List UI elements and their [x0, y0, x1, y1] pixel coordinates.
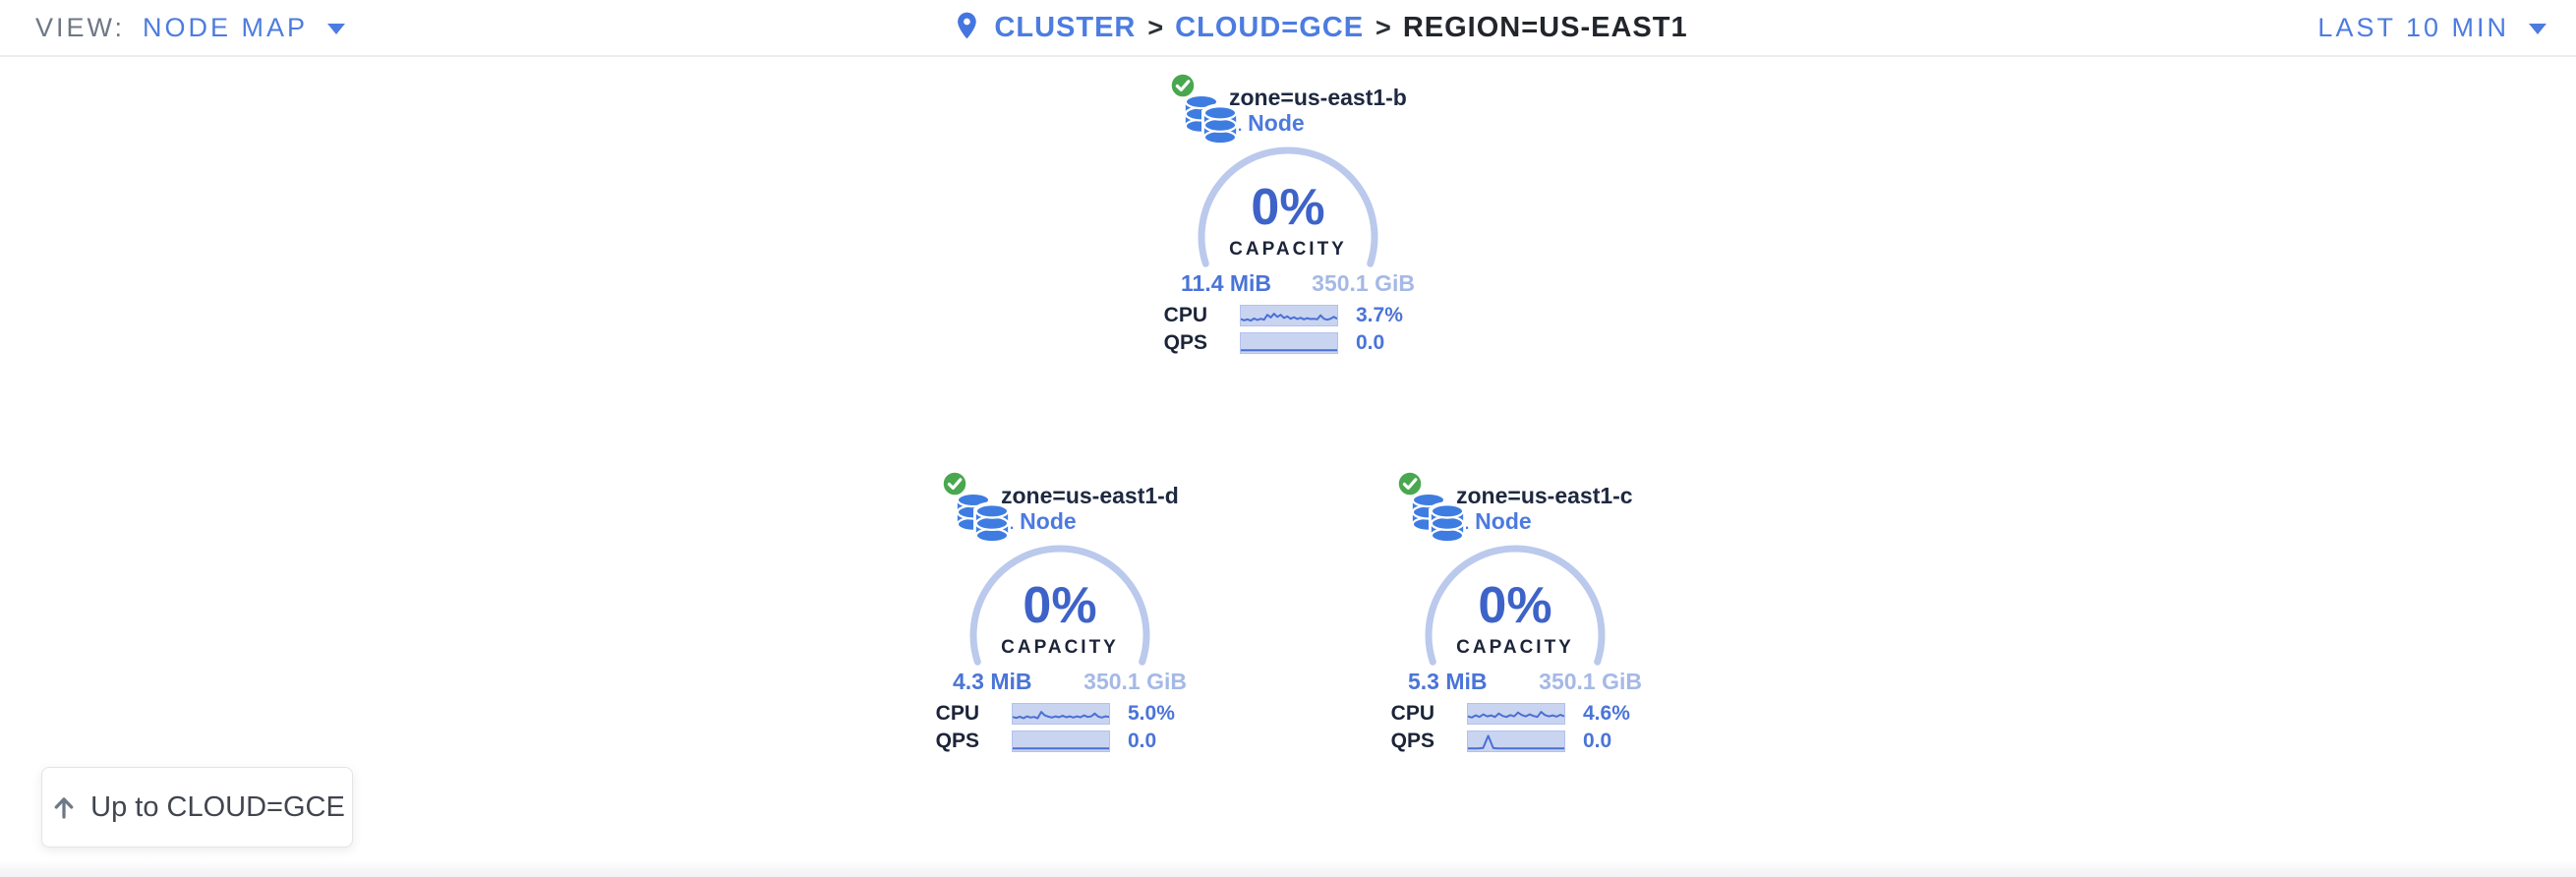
cpu-value: 4.6%: [1583, 702, 1630, 725]
qps-label: QPS: [1390, 730, 1434, 752]
time-range-selector[interactable]: LAST 10 MIN: [2317, 0, 2547, 55]
view-selector[interactable]: VIEW: NODE MAP: [35, 0, 346, 55]
view-label: VIEW:: [35, 12, 126, 42]
cpu-value: 3.7%: [1356, 304, 1403, 326]
cpu-stat-row: CPU 4.6%: [1382, 702, 1630, 725]
cpu-value: 5.0%: [1128, 702, 1175, 725]
qps-value: 0.0: [1583, 730, 1612, 752]
capacity-percent: 0%: [1251, 179, 1325, 236]
cpu-sparkline: [1467, 703, 1565, 725]
time-range-value[interactable]: LAST 10 MIN: [2317, 12, 2509, 42]
capacity-label: CAPACITY: [1229, 239, 1347, 260]
capacity-used: 4.3 MiB: [953, 669, 1032, 694]
qps-stat-row: QPS 0.0: [1155, 331, 1385, 354]
capacity-gauge-arc: [1198, 146, 1378, 267]
healthy-check-icon: [1168, 71, 1198, 100]
up-to-parent-button[interactable]: Up to CLOUD=GCE: [41, 767, 353, 848]
breadcrumb: CLUSTER > CLOUD=GCE > REGION=US-EAST1: [951, 0, 1687, 55]
breadcrumb-separator: >: [1376, 12, 1391, 42]
capacity-gauge-arc: [969, 545, 1150, 666]
top-bar: VIEW: NODE MAP CLUSTER > CLOUD=GCE > REG…: [0, 0, 2576, 57]
capacity-gauge-arc: [1425, 545, 1606, 666]
cpu-sparkline: [1240, 305, 1338, 326]
zone-node-count[interactable]: 1 Node: [1456, 508, 1532, 534]
capacity-minmax: 4.3 MiB 350.1 GiB: [927, 669, 1193, 695]
qps-sparkline: [1467, 731, 1565, 752]
up-button-label: Up to CLOUD=GCE: [90, 790, 345, 823]
zone-node-count[interactable]: 1 Node: [1229, 110, 1305, 136]
qps-sparkline: [1012, 731, 1110, 752]
cpu-label: CPU: [1390, 702, 1434, 725]
up-arrow-icon: [54, 797, 74, 819]
cpu-stat-row: CPU 5.0%: [927, 702, 1175, 725]
breadcrumb-separator: >: [1147, 12, 1164, 42]
zone-name: zone=us-east1-d: [1001, 483, 1179, 508]
qps-label: QPS: [1163, 331, 1207, 354]
breadcrumb-item-cloud[interactable]: CLOUD=GCE: [1175, 11, 1365, 43]
zone-card-us-east1-b[interactable]: zone=us-east1-b 1 Node 0% CAPACITY 11.4 …: [1155, 65, 1421, 365]
capacity-label: CAPACITY: [1456, 637, 1574, 658]
view-value[interactable]: NODE MAP: [143, 12, 309, 42]
qps-sparkline: [1240, 332, 1338, 354]
qps-value: 0.0: [1356, 331, 1385, 354]
capacity-used: 11.4 MiB: [1181, 270, 1272, 296]
chevron-down-icon: [327, 24, 346, 34]
database-stack-icon: [1184, 93, 1239, 147]
breadcrumb-item-cluster[interactable]: CLUSTER: [994, 11, 1137, 43]
zone-name: zone=us-east1-b: [1229, 85, 1407, 110]
qps-stat-row: QPS 0.0: [927, 730, 1157, 752]
cpu-sparkline: [1012, 703, 1110, 725]
zone-card-us-east1-d[interactable]: zone=us-east1-d 1 Node 0% CAPACITY 4.3 M…: [927, 463, 1193, 763]
capacity-label: CAPACITY: [1001, 637, 1119, 658]
capacity-minmax: 11.4 MiB 350.1 GiB: [1155, 270, 1421, 297]
cpu-label: CPU: [935, 702, 979, 725]
breadcrumb-item-region-current: REGION=US-EAST1: [1402, 11, 1688, 43]
capacity-used: 5.3 MiB: [1408, 669, 1488, 694]
location-pin-icon: [958, 12, 976, 39]
capacity-total: 350.1 GiB: [1312, 270, 1415, 296]
capacity-percent: 0%: [1023, 577, 1097, 634]
zone-node-count[interactable]: 1 Node: [1001, 508, 1077, 534]
capacity-total: 350.1 GiB: [1083, 669, 1187, 694]
healthy-check-icon: [1395, 469, 1425, 498]
qps-label: QPS: [935, 730, 979, 752]
capacity-minmax: 5.3 MiB 350.1 GiB: [1382, 669, 1648, 695]
capacity-percent: 0%: [1478, 577, 1552, 634]
capacity-total: 350.1 GiB: [1539, 669, 1642, 694]
qps-value: 0.0: [1128, 730, 1157, 752]
chevron-down-icon: [2529, 24, 2547, 34]
cpu-stat-row: CPU 3.7%: [1155, 304, 1403, 326]
node-map-canvas: zone=us-east1-b 1 Node 0% CAPACITY 11.4 …: [0, 57, 2576, 877]
cpu-label: CPU: [1163, 304, 1207, 326]
zone-name: zone=us-east1-c: [1456, 483, 1633, 508]
database-stack-icon: [1411, 492, 1466, 546]
bottom-edge-shadow: [0, 861, 2576, 877]
healthy-check-icon: [940, 469, 969, 498]
qps-stat-row: QPS 0.0: [1382, 730, 1612, 752]
database-stack-icon: [956, 492, 1011, 546]
zone-card-us-east1-c[interactable]: zone=us-east1-c 1 Node 0% CAPACITY 5.3 M…: [1382, 463, 1648, 763]
